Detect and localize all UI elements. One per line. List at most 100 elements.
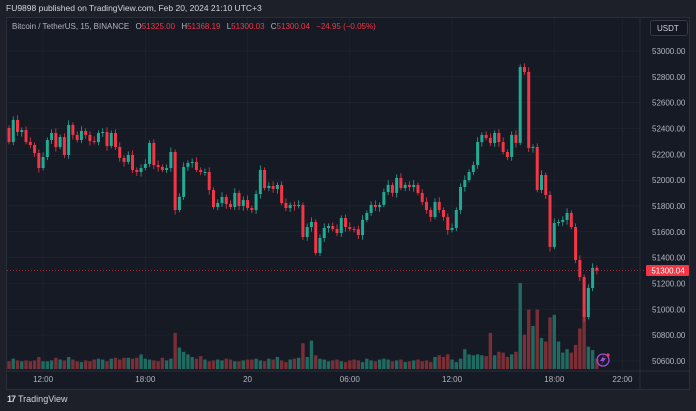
volume-bar	[113, 357, 118, 369]
candle-down	[488, 138, 492, 143]
chart-frame	[6, 17, 690, 390]
volume-bar	[284, 362, 288, 369]
candle-up	[382, 192, 386, 205]
price-axis[interactable]: 53000.00 52800.00 52600.00 52400.00 52200.00…	[652, 47, 686, 366]
candle-down	[548, 195, 552, 247]
volume-bar	[450, 359, 454, 369]
lightning-indicator-icon[interactable]	[596, 353, 610, 367]
volume-bar	[595, 358, 599, 369]
volume-bar	[156, 361, 160, 369]
volume-bar	[15, 360, 20, 369]
candle-down	[335, 228, 339, 233]
candle-up	[143, 164, 147, 169]
volume-bar	[403, 362, 407, 369]
volume-bar	[416, 359, 420, 369]
candle-up	[50, 133, 54, 140]
candle-up	[378, 204, 382, 208]
candle-up	[11, 119, 15, 143]
price-tick-label: 52400.00	[652, 124, 686, 133]
candle-up	[540, 174, 543, 190]
candle-up	[45, 139, 49, 158]
volume-bar	[216, 359, 220, 369]
candle-down	[229, 204, 233, 208]
candle-up	[109, 133, 113, 147]
time-tick-label: 06:00	[340, 375, 361, 384]
volume-bar	[203, 359, 207, 369]
candle-down	[156, 165, 160, 167]
volume-bar	[301, 343, 305, 369]
volume-bar	[424, 360, 429, 369]
candle-up	[148, 142, 152, 165]
candle-down	[271, 185, 275, 189]
last-price-badge: 51300.04	[646, 265, 689, 277]
candle-up	[254, 193, 258, 210]
volume-bar	[365, 358, 369, 369]
volume-bar	[83, 360, 88, 369]
currency-button[interactable]: USDT	[650, 20, 688, 36]
candle-up	[339, 217, 343, 233]
price-tick-label: 52800.00	[652, 73, 686, 82]
time-tick-label: 12:00	[442, 375, 463, 384]
volume-bar	[586, 346, 591, 369]
candle-down	[118, 146, 122, 158]
time-axis[interactable]: 12:00 18:00 20 06:00 12:00 18:00 22:00	[33, 375, 633, 384]
candle-down	[501, 142, 505, 152]
volume-bar	[181, 351, 186, 369]
volume-bar	[279, 360, 284, 369]
price-tick-label: 52000.00	[652, 176, 686, 185]
volume-bar	[492, 355, 497, 369]
volume-bar	[475, 354, 480, 369]
candle-down	[84, 130, 88, 135]
volume-bar	[535, 309, 539, 369]
candle-up	[476, 142, 480, 166]
volume-bar	[105, 361, 109, 369]
volume-bar	[582, 310, 586, 369]
volume-bar	[220, 360, 224, 369]
volume-bar	[343, 362, 348, 369]
time-tick-label: 18:00	[135, 375, 156, 384]
candle-down	[211, 189, 215, 208]
candle-up	[365, 212, 369, 220]
candle-down	[420, 192, 424, 202]
volume-bar	[412, 360, 416, 369]
volume-bar	[237, 361, 241, 369]
candle-up	[361, 219, 365, 236]
volume-bar	[228, 359, 233, 369]
candle-up	[101, 131, 105, 134]
candle-up	[20, 130, 24, 132]
volume-bar	[199, 356, 203, 369]
volume-bar	[360, 362, 365, 369]
candle-up	[412, 184, 416, 187]
candle-down	[224, 196, 228, 205]
high-value: 51368.19	[187, 22, 221, 31]
price-tick-label: 50800.00	[652, 331, 686, 340]
volume-bar	[382, 358, 386, 369]
volume-bar	[88, 361, 92, 369]
volume-bar	[164, 360, 169, 369]
volume-bar	[309, 340, 314, 369]
candle-down	[292, 204, 296, 206]
volume-bar	[458, 358, 463, 369]
volume-bar	[420, 361, 424, 369]
volume-bar	[539, 338, 544, 369]
candle-down	[527, 71, 531, 148]
footer-brand[interactable]: 17 TradingView	[7, 394, 68, 404]
volume-bar	[62, 360, 67, 369]
candle-down	[199, 169, 203, 173]
candle-up	[395, 177, 399, 193]
candle-down	[522, 67, 526, 72]
candle-down	[407, 184, 411, 187]
candle-down	[114, 133, 117, 147]
volume-bar	[484, 356, 488, 369]
candle-up	[433, 201, 437, 217]
symbol-legend[interactable]: Bitcoin / TetherUS, 15, BINANCE O51325.0…	[12, 22, 376, 31]
candle-up	[67, 125, 71, 155]
volume-bar	[211, 360, 216, 369]
candle-down	[122, 157, 126, 162]
volume-bar	[71, 359, 75, 369]
volume-bar	[565, 349, 569, 369]
volume-bar	[186, 354, 190, 369]
volume-bar	[518, 283, 522, 369]
price-tick-label: 52600.00	[652, 99, 686, 108]
